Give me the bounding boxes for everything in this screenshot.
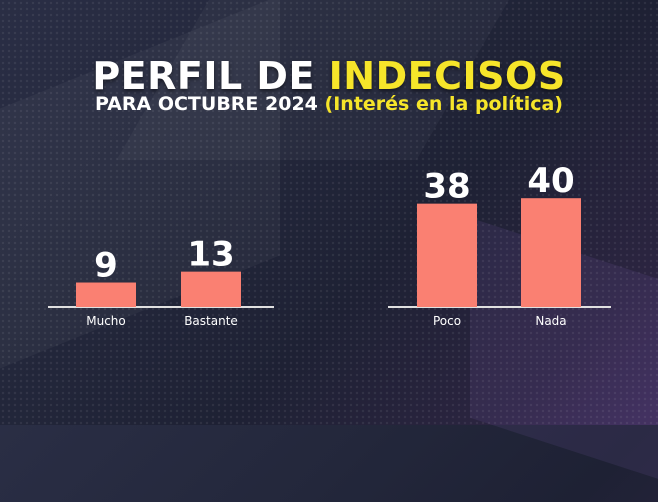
- chart-title-main: PERFIL DE: [92, 54, 315, 98]
- category-label-mucho: Mucho: [86, 314, 126, 328]
- data-label-bastante: 13: [187, 235, 234, 275]
- chart-subtitle-main: PARA OCTUBRE 2024: [95, 93, 318, 115]
- bar-mucho: [76, 282, 136, 307]
- bar-poco: [417, 203, 477, 307]
- category-label-poco: Poco: [433, 314, 461, 328]
- category-label-bastante: Bastante: [184, 314, 238, 328]
- chart-title: PERFIL DE INDECISOS: [0, 54, 658, 98]
- chart-subtitle-highlight: (Interés en la política): [324, 93, 563, 115]
- chart-subtitle: PARA OCTUBRE 2024 (Interés en la polític…: [0, 93, 658, 115]
- category-label-nada: Nada: [535, 314, 566, 328]
- data-label-mucho: 9: [94, 246, 118, 286]
- bar-bastante: [181, 271, 241, 307]
- bar-nada: [521, 198, 581, 307]
- data-label-nada: 40: [527, 161, 574, 201]
- chart-title-highlight: INDECISOS: [328, 54, 566, 98]
- data-label-poco: 38: [423, 167, 470, 207]
- bar-chart: 9 Mucho 13 Bastante 38 Poco 40 Nada: [48, 161, 611, 328]
